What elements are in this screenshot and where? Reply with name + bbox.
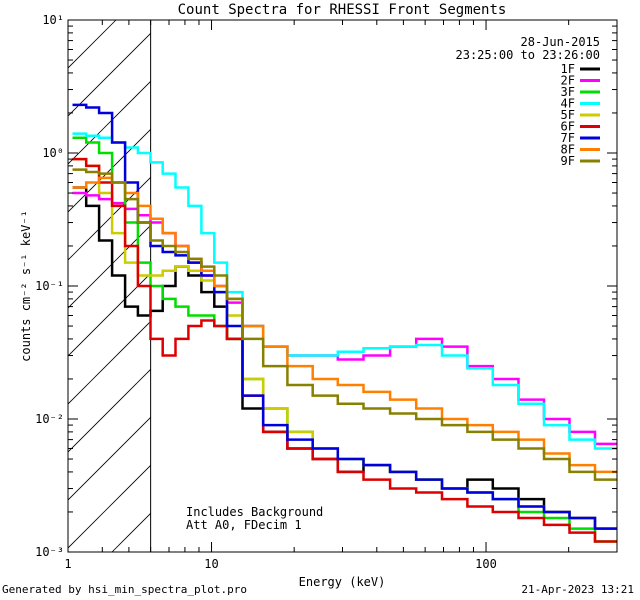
y-axis-label: counts cm⁻² s⁻¹ keV⁻¹ <box>19 210 33 362</box>
y-tick-label: 10⁰ <box>42 146 64 160</box>
hatch-line <box>68 32 151 117</box>
legend-label-4F: 4F <box>561 97 575 111</box>
y-tick-label: 10¹ <box>42 13 64 27</box>
legend-label-5F: 5F <box>561 108 575 122</box>
x-axis-label: Energy (keV) <box>299 575 386 589</box>
y-tick-label: 10⁻³ <box>35 545 64 559</box>
chart-title: Count Spectra for RHESSI Front Segments <box>178 2 507 18</box>
footer-timestamp: 21-Apr-2023 13:21 <box>521 583 634 596</box>
x-tick-label: 10 <box>204 557 218 571</box>
y-tick-label: 10⁻² <box>35 412 64 426</box>
time-range-label: 23:25:00 to 23:26:00 <box>456 48 601 62</box>
hatch-line <box>68 416 151 501</box>
legend-label-9F: 9F <box>561 154 575 168</box>
x-tick-label: 1 <box>64 557 71 571</box>
legend-label-7F: 7F <box>561 131 575 145</box>
legend-label-1F: 1F <box>561 62 575 76</box>
series-7F <box>72 103 617 530</box>
date-label: 28-Jun-2015 <box>521 35 600 49</box>
hatch-line <box>68 80 151 165</box>
legend-label-2F: 2F <box>561 74 575 88</box>
hatch-line <box>68 224 151 309</box>
x-tick-label: 100 <box>475 557 497 571</box>
legend-label-6F: 6F <box>561 120 575 134</box>
series-group <box>72 103 617 543</box>
legend-label-8F: 8F <box>561 143 575 157</box>
y-tick-label: 10⁻¹ <box>35 279 64 293</box>
footer-generated-by: Generated by hsi_min_spectra_plot.pro <box>2 583 248 596</box>
annotation-attenuator: Att A0, FDecim 1 <box>186 518 302 532</box>
axis-ticks: 1 10 100 10⁻³ 10⁻² 10⁻¹ 10⁰ 10¹ <box>35 13 618 571</box>
series-9F <box>72 168 617 481</box>
legend-label-3F: 3F <box>561 85 575 99</box>
annotation-background: Includes Background <box>186 505 323 519</box>
